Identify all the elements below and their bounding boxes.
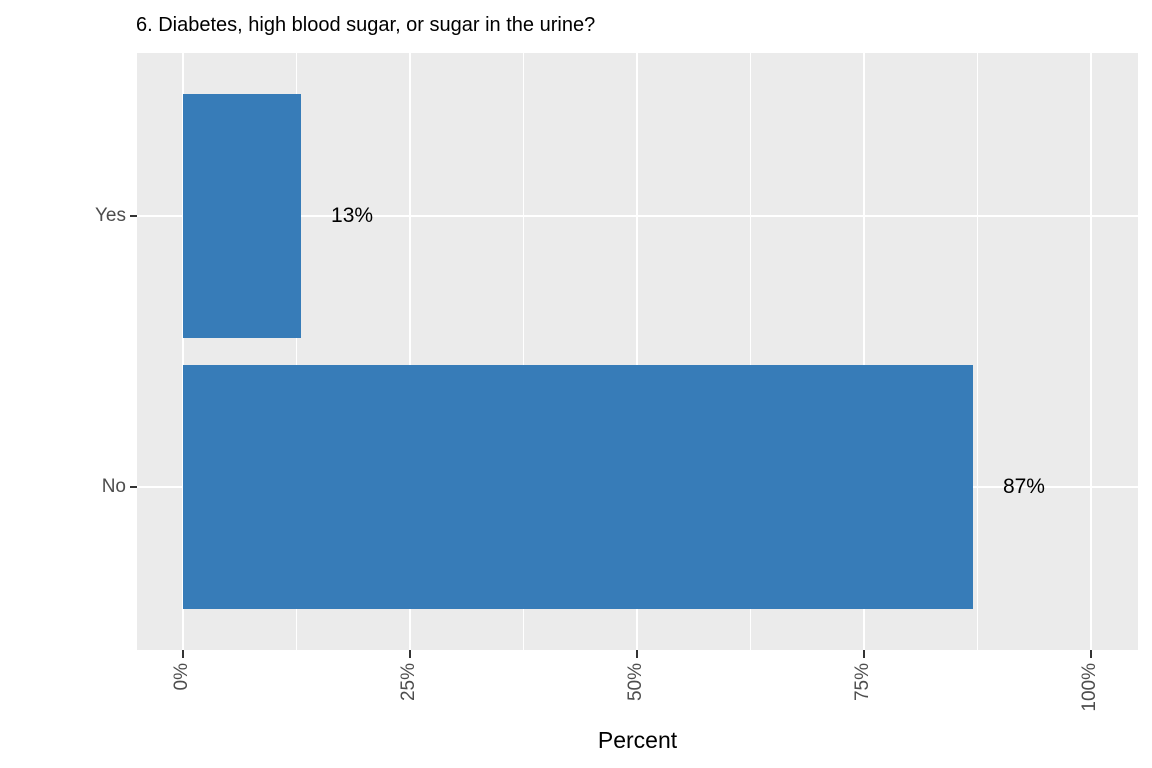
x-axis-title: Percent <box>597 727 678 753</box>
x-tick-mark <box>636 650 638 658</box>
major-gridline-vertical <box>636 53 638 650</box>
y-tick-mark <box>130 486 137 489</box>
bar-value-label: 13% <box>331 203 374 227</box>
x-tick-label: 75% <box>852 663 873 702</box>
major-gridline-vertical <box>409 53 411 650</box>
minor-gridline-vertical <box>977 53 978 650</box>
x-tick-mark <box>182 650 184 658</box>
major-gridline-vertical <box>182 53 184 650</box>
bar-no <box>183 365 973 610</box>
minor-gridline-vertical <box>523 53 524 650</box>
major-gridline-horizontal <box>137 214 1138 217</box>
chart-title: 6. Diabetes, high blood sugar, or sugar … <box>136 14 596 36</box>
minor-gridline-vertical <box>750 53 751 650</box>
x-tick-mark <box>1090 650 1092 658</box>
x-tick-label: 50% <box>625 663 646 702</box>
major-gridline-vertical <box>863 53 865 650</box>
y-tick-label-no: No <box>101 476 126 498</box>
bar-value-label: 87% <box>1002 475 1045 499</box>
x-tick-label: 25% <box>398 663 419 702</box>
x-tick-mark <box>863 650 865 658</box>
bar-yes <box>183 93 302 338</box>
major-gridline-vertical <box>1090 53 1092 650</box>
y-tick-label-yes: Yes <box>95 204 126 226</box>
x-tick-label: 0% <box>171 663 192 691</box>
y-tick-mark <box>130 214 137 217</box>
x-tick-mark <box>409 650 411 658</box>
plot-panel: 13% 87% <box>137 53 1138 650</box>
minor-gridline-vertical <box>296 53 297 650</box>
x-tick-label: 100% <box>1079 663 1100 712</box>
